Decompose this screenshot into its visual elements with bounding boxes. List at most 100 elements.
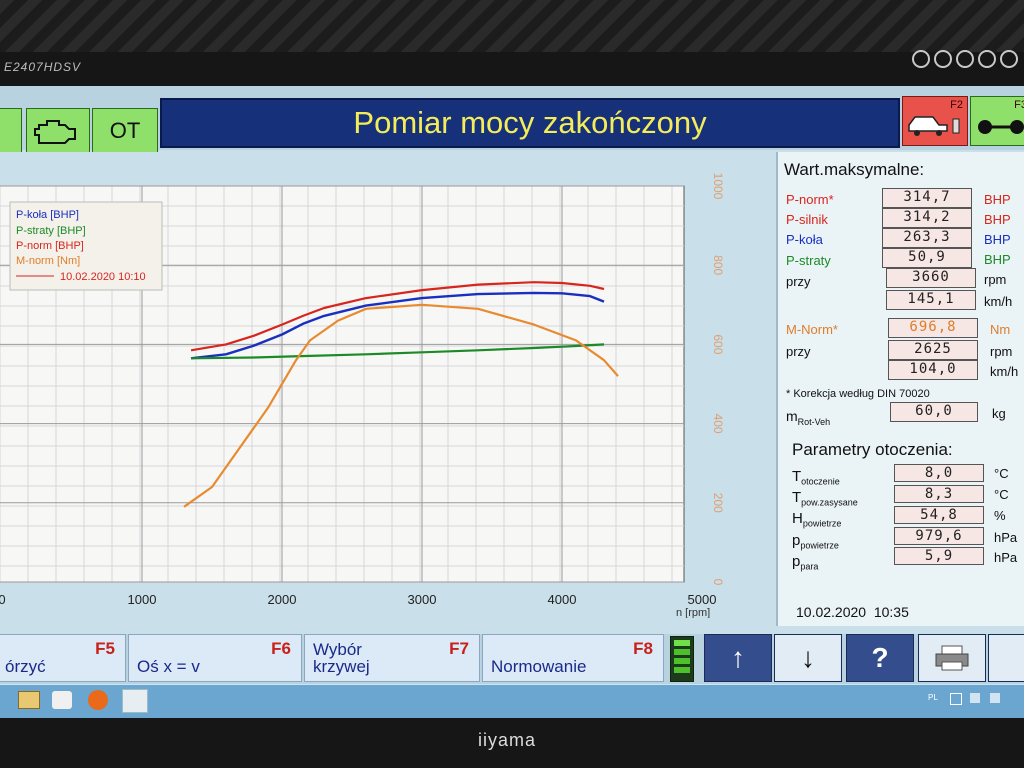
measurement-datetime: 10.02.2020 10:35: [796, 604, 909, 620]
page-title: Pomiar mocy zakończony: [160, 98, 900, 148]
p-para-sub: para: [800, 561, 819, 572]
series-line-p-straty: [190, 343, 605, 360]
p-para-label: ppara: [792, 553, 818, 572]
mrot-symbol: m: [786, 408, 798, 424]
f7-key: F7: [449, 639, 469, 658]
windows-taskbar: PL: [0, 684, 1024, 718]
legend-item-p-norm: P-norm [BHP]: [16, 240, 84, 252]
x-tick-label: 5000: [688, 592, 717, 607]
p-kola-unit: BHP: [984, 232, 1011, 247]
p-norm-label: P-norm*: [786, 192, 834, 207]
f8-normalization-button[interactable]: Normowanie F8: [482, 634, 664, 682]
ot-button[interactable]: OT: [92, 108, 158, 154]
volume-icon[interactable]: [990, 693, 1000, 703]
p-pow-unit: hPa: [994, 530, 1018, 545]
p-norm-unit: BHP: [984, 192, 1011, 207]
monitor-bezel-bar: [0, 52, 1024, 86]
m-speed-value: 104,0: [888, 360, 978, 380]
monitor-brand: iiyama: [478, 730, 537, 750]
dyno-app-icon[interactable]: [122, 689, 148, 713]
car-lift-icon: [908, 116, 960, 136]
t-otoczenie-sub: otoczenie: [801, 476, 840, 487]
monitor-button-icon: [956, 50, 974, 68]
h-pow-value: 54,8: [894, 506, 984, 524]
p-pow-symbol: p: [792, 532, 801, 549]
series-line-p-kola: [190, 291, 605, 360]
function-key-bar: órzyć F5 Oś x = v F6 Wybór krzywej F7 No…: [0, 634, 1024, 684]
mrot-unit: kg: [992, 406, 1006, 421]
f5-button[interactable]: órzyć F5: [0, 634, 126, 682]
p-straty-value: 50,9: [882, 248, 972, 268]
partial-right-button[interactable]: [988, 634, 1024, 682]
p-para-symbol: p: [792, 553, 801, 570]
t-pow-symbol: T: [792, 489, 802, 506]
y2-tick-label: 0: [711, 579, 725, 586]
x-tick-label: 2000: [268, 592, 297, 607]
speed-value: 145,1: [886, 290, 976, 310]
scroll-up-button[interactable]: ↑: [704, 634, 772, 682]
p-para-value: 5,9: [894, 547, 984, 565]
network-icon[interactable]: [970, 693, 980, 703]
tray-icon[interactable]: [950, 693, 962, 705]
t-pow-sub: pow.zasysane: [801, 497, 858, 508]
power-chart[interactable]: 0 1000 2000 3000 4000 5000 02004006008001000 …: [0, 152, 768, 619]
legend-date: 10.02.2020 10:10: [60, 271, 146, 283]
x-tick-label: 1000: [128, 592, 157, 607]
max-values-title: Wart.maksymalne:: [784, 160, 925, 179]
y2-tick-label: 200: [711, 493, 725, 513]
signal-level-indicator: [670, 636, 694, 682]
chart-legend: P-koła [BHP] P-straty [BHP] P-norm [BHP]…: [9, 201, 163, 291]
chart-series: [183, 281, 619, 508]
chart-panel: 0 1000 2000 3000 4000 5000 0 200 400 600 800 1000 …: [0, 152, 768, 619]
t-otoczenie-value: 8,0: [894, 464, 984, 482]
p-kola-value: 263,3: [882, 228, 972, 248]
printer-icon: [935, 645, 969, 671]
p-silnik-value: 314,2: [882, 208, 972, 228]
f7-label: Wybór krzywej: [313, 640, 370, 676]
monitor-bezel-bottom: iiyama: [0, 718, 1024, 768]
help-button[interactable]: ?: [846, 634, 914, 682]
m-rpm-value: 2625: [888, 340, 978, 360]
f8-key: F8: [633, 639, 653, 658]
f6-key: F6: [271, 639, 291, 658]
results-panel: Wart.maksymalne: P-norm* 314,7 BHP P-sil…: [776, 152, 1024, 626]
engine-button[interactable]: [26, 108, 90, 154]
t-otoczenie-label: Totoczenie: [792, 468, 840, 487]
mrot-value[interactable]: 60,0: [890, 402, 978, 422]
language-indicator[interactable]: PL: [928, 693, 938, 702]
scroll-down-button[interactable]: ↓: [774, 634, 842, 682]
f2-vehicle-button[interactable]: F2: [902, 96, 968, 146]
explorer-icon[interactable]: [18, 691, 40, 709]
partial-left-button[interactable]: [0, 108, 22, 154]
t-otoczenie-unit: °C: [994, 466, 1009, 481]
f6-x-axis-button[interactable]: Oś x = v F6: [128, 634, 302, 682]
f2-key-label: F2: [950, 99, 963, 111]
f7-select-curve-button[interactable]: Wybór krzywej F7: [304, 634, 480, 682]
series-line-m-norm: [183, 303, 619, 508]
m-speed-unit: km/h: [990, 364, 1019, 379]
series-line-p-norm: [190, 281, 605, 352]
correction-note: * Korekcja według DIN 70020: [786, 388, 930, 400]
x-tick-label: 4000: [548, 592, 577, 607]
f8-label: Normowanie: [491, 657, 587, 676]
f5-key: F5: [95, 639, 115, 658]
p-pow-sub: powietrze: [800, 540, 839, 551]
y2-axis-ticks: 0 200 400 600 800 1000: [711, 173, 725, 586]
f3-key-label: F3: [1014, 99, 1024, 111]
m-norm-unit: Nm: [990, 322, 1011, 337]
t-pow-unit: °C: [994, 487, 1009, 502]
p-silnik-unit: BHP: [984, 212, 1011, 227]
p-para-unit: hPa: [994, 550, 1018, 565]
m-rpm-unit: rpm: [990, 344, 1013, 359]
f5-label: órzyć: [5, 657, 46, 676]
media-player-icon[interactable]: [52, 691, 72, 709]
legend-item-m-norm: M-norm [Nm]: [16, 255, 80, 267]
m-norm-label: M-Norm*: [786, 322, 838, 337]
print-button[interactable]: [918, 634, 986, 682]
firefox-icon[interactable]: [88, 690, 108, 710]
y2-tick-label: 600: [711, 334, 725, 354]
x-tick-label: 3000: [408, 592, 437, 607]
przy-label: przy: [786, 274, 811, 289]
f3-button[interactable]: F3: [970, 96, 1024, 146]
m-norm-value: 696,8: [888, 318, 978, 338]
